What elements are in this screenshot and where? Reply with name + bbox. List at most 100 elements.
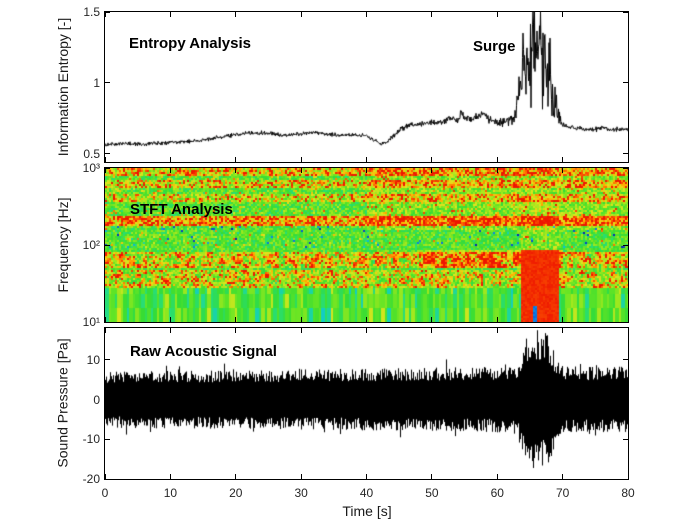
x-tick-mark (627, 157, 629, 162)
x-tick-mark (300, 168, 302, 173)
y-tick-mark (623, 399, 628, 401)
x-tick-mark (496, 328, 498, 333)
x-tick-mark (169, 474, 171, 479)
time-x-axis-label: Time [s] (342, 503, 392, 519)
x-tick-mark (496, 157, 498, 162)
x-tick-mark (235, 168, 237, 173)
x-tick-mark (496, 12, 498, 17)
x-tick-label: 30 (294, 486, 308, 500)
surge-annotation: Surge (473, 38, 516, 55)
x-tick-mark (496, 168, 498, 173)
x-tick-mark (366, 157, 367, 162)
y-tick-mark (105, 153, 110, 154)
y-tick-mark (623, 244, 628, 246)
x-tick-mark (627, 328, 629, 333)
x-tick-mark (104, 474, 106, 479)
y-tick-mark (105, 478, 110, 480)
raw-signal-canvas (105, 328, 628, 479)
x-tick-mark (366, 328, 367, 333)
entropy-plot-area: Entropy Analysis Surge (104, 11, 629, 163)
x-tick-mark (431, 328, 433, 333)
x-tick-mark (562, 328, 564, 333)
x-tick-mark (104, 12, 106, 17)
y-tick-mark (623, 359, 628, 361)
x-tick-mark (300, 328, 302, 333)
y-tick-mark (105, 399, 110, 401)
x-tick-mark (104, 317, 106, 322)
y-tick-label: -10 (82, 432, 100, 447)
x-tick-mark (104, 328, 106, 333)
x-tick-mark (300, 317, 302, 322)
x-tick-mark (496, 474, 498, 479)
x-tick-mark (431, 317, 433, 322)
y-tick-label: -20 (82, 472, 100, 486)
x-tick-mark (366, 168, 367, 173)
x-tick-mark (366, 474, 367, 479)
x-tick-label: 50 (425, 486, 439, 500)
x-tick-mark (562, 474, 564, 479)
x-tick-mark (366, 12, 367, 17)
x-tick-mark (431, 474, 433, 479)
y-tick-mark (105, 167, 110, 169)
x-tick-mark (627, 317, 629, 322)
entropy-line-canvas (105, 12, 628, 162)
x-tick-label: 40 (359, 486, 374, 500)
x-tick-mark (235, 474, 237, 479)
y-tick-label: 10² (82, 238, 100, 252)
stft-plot-title: STFT Analysis (130, 201, 233, 218)
y-tick-label: 0.5 (83, 146, 100, 161)
y-tick-label: 10¹ (82, 315, 100, 329)
y-tick-mark (105, 82, 110, 84)
y-tick-mark (105, 11, 110, 13)
y-tick-mark (623, 153, 628, 154)
x-tick-label: 0 (101, 486, 109, 500)
y-tick-mark (105, 359, 110, 361)
y-tick-label: 1 (93, 75, 100, 90)
x-tick-label: 70 (555, 486, 570, 500)
x-tick-mark (300, 157, 302, 162)
y-tick-label: 1.5 (83, 5, 100, 19)
x-tick-mark (104, 168, 106, 173)
x-tick-mark (431, 12, 433, 17)
x-tick-mark (300, 12, 302, 17)
x-tick-mark (562, 168, 564, 173)
x-tick-mark (235, 317, 237, 322)
x-tick-mark (562, 317, 564, 322)
y-tick-mark (105, 438, 110, 440)
y-tick-label: 10 (86, 352, 100, 367)
y-tick-mark (623, 82, 628, 84)
x-tick-mark (169, 328, 171, 333)
x-tick-mark (431, 157, 433, 162)
x-tick-mark (627, 12, 629, 17)
x-tick-label: 60 (490, 486, 504, 500)
entropy-plot-title: Entropy Analysis (129, 35, 251, 52)
stft-spectrogram-canvas (105, 168, 628, 322)
stft-plot-area: STFT Analysis (104, 167, 629, 323)
raw-signal-plot-area: Raw Acoustic Signal (104, 327, 629, 480)
x-tick-mark (562, 157, 564, 162)
x-tick-mark (562, 12, 564, 17)
x-tick-label: 20 (229, 486, 243, 500)
y-tick-mark (105, 244, 110, 246)
x-tick-mark (496, 317, 498, 322)
y-tick-mark (623, 478, 628, 480)
x-tick-mark (169, 317, 171, 322)
x-tick-mark (431, 168, 433, 173)
y-tick-mark (105, 321, 110, 323)
x-tick-mark (169, 12, 171, 17)
x-tick-mark (235, 328, 237, 333)
x-tick-mark (627, 474, 629, 479)
x-tick-mark (366, 317, 367, 322)
x-tick-mark (627, 168, 629, 173)
x-tick-mark (300, 474, 302, 479)
y-tick-label: 10³ (82, 161, 100, 175)
x-tick-mark (104, 157, 106, 162)
x-tick-label: 80 (621, 486, 635, 500)
x-tick-label: 10 (163, 486, 178, 500)
raw-signal-plot-title: Raw Acoustic Signal (130, 343, 277, 360)
x-tick-mark (235, 157, 237, 162)
y-tick-mark (623, 11, 628, 13)
x-tick-mark (169, 168, 171, 173)
x-tick-mark (235, 12, 237, 17)
